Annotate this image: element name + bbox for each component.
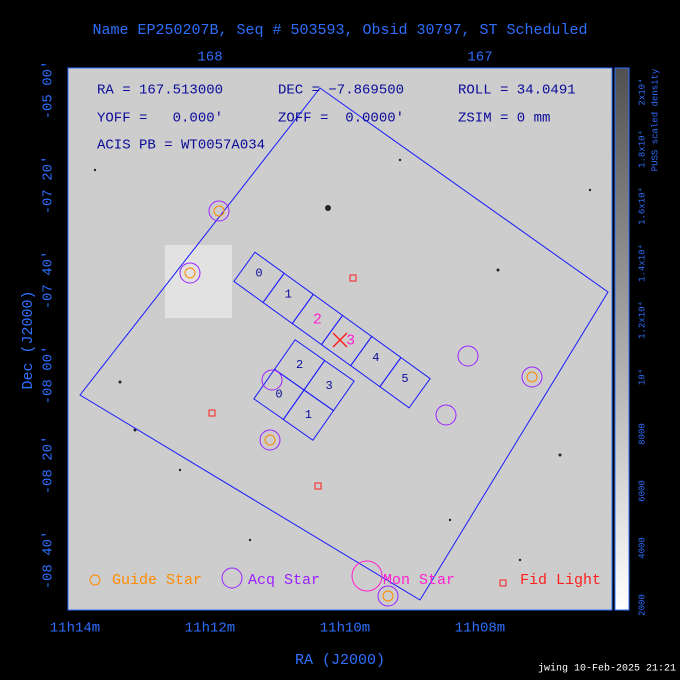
colorbar-tick-label: 6000 bbox=[637, 480, 647, 502]
info-zsim: ZSIM = 0 mm bbox=[458, 111, 550, 127]
chip-label: 1 bbox=[305, 408, 312, 422]
legend: Guide Star Acq Star Mon Star Fid Light bbox=[89, 560, 601, 592]
left-tick-label: -05 00' bbox=[41, 61, 57, 120]
left-tick-label: -08 20' bbox=[41, 436, 57, 495]
legend-label: Guide Star bbox=[112, 572, 202, 589]
info-dec: DEC = −7.869500 bbox=[278, 83, 404, 99]
colorbar-tick-label: 10⁴ bbox=[636, 369, 647, 385]
info-ra: RA = 167.513000 bbox=[97, 83, 223, 99]
bottom-tick-label: 11h14m bbox=[50, 621, 100, 637]
chip-label: 3 bbox=[325, 379, 332, 393]
left-tick-label: -07 20' bbox=[41, 156, 57, 215]
info-acis: ACIS PB = WT0057A034 bbox=[97, 138, 265, 154]
colorbar-tick-label: 8000 bbox=[637, 423, 647, 445]
aimpoint bbox=[332, 332, 348, 348]
chip-label: 2 bbox=[296, 358, 303, 372]
bottom-tick-label: 11h10m bbox=[320, 621, 370, 637]
chip-label: 5 bbox=[401, 372, 408, 386]
title: Name EP250207B, Seq # 503593, Obsid 3079… bbox=[92, 22, 587, 39]
colorbar-tick-label: 2000 bbox=[637, 594, 647, 616]
colorbar-tick-label: 4000 bbox=[637, 537, 647, 559]
legend-label: Acq Star bbox=[248, 572, 320, 589]
stars-markers bbox=[179, 200, 543, 607]
legend-label: Fid Light bbox=[520, 572, 601, 589]
left-tick-label: -08 40' bbox=[41, 531, 57, 590]
footer: jwing 10-Feb-2025 21:21 bbox=[538, 663, 676, 675]
chip bbox=[379, 356, 431, 409]
top-tick-label: 168 bbox=[197, 50, 222, 66]
info-roll: ROLL = 34.0491 bbox=[458, 83, 576, 99]
chip-label: 0 bbox=[275, 388, 282, 402]
chip bbox=[282, 389, 335, 441]
left-tick-label: -08 00' bbox=[41, 346, 57, 405]
chip-label: 4 bbox=[372, 351, 379, 365]
chip-label: 0 bbox=[255, 267, 262, 281]
bright-region bbox=[165, 245, 232, 318]
bottom-tick-label: 11h12m bbox=[185, 621, 235, 637]
field-of-view bbox=[79, 87, 609, 601]
chip-label: 2 bbox=[313, 311, 322, 328]
colorbar-tick-label: 1.6x10⁴ bbox=[636, 187, 647, 225]
colorbar-tick-label: 1.2x10⁴ bbox=[636, 301, 647, 339]
colorbar bbox=[614, 67, 630, 611]
x-axis-label: RA (J2000) bbox=[295, 652, 385, 669]
left-tick-label: -07 40' bbox=[41, 251, 57, 310]
colorbar-tick-label: 2x10⁴ bbox=[636, 78, 647, 105]
stars bbox=[93, 158, 592, 562]
acis-i-array: 2 3 0 1 bbox=[253, 339, 355, 441]
info-yoff: YOFF = 0.000' bbox=[97, 111, 223, 127]
bottom-tick-label: 11h08m bbox=[455, 621, 505, 637]
acis-s-array: 0 1 2 3 4 5 bbox=[233, 251, 431, 409]
chip-label: 1 bbox=[285, 288, 292, 302]
colorbar-label: PUSS scaled density bbox=[650, 68, 660, 171]
top-tick-label: 167 bbox=[467, 50, 492, 66]
legend-label: Mon Star bbox=[383, 572, 455, 589]
colorbar-tick-label: 1.4x10⁴ bbox=[636, 244, 647, 282]
info-zoff: ZOFF = 0.0000' bbox=[278, 111, 404, 127]
chip-label: 3 bbox=[346, 332, 355, 349]
colorbar-tick-label: 1.8x10⁴ bbox=[636, 130, 647, 168]
y-axis-label: Dec (J2000) bbox=[20, 290, 37, 389]
